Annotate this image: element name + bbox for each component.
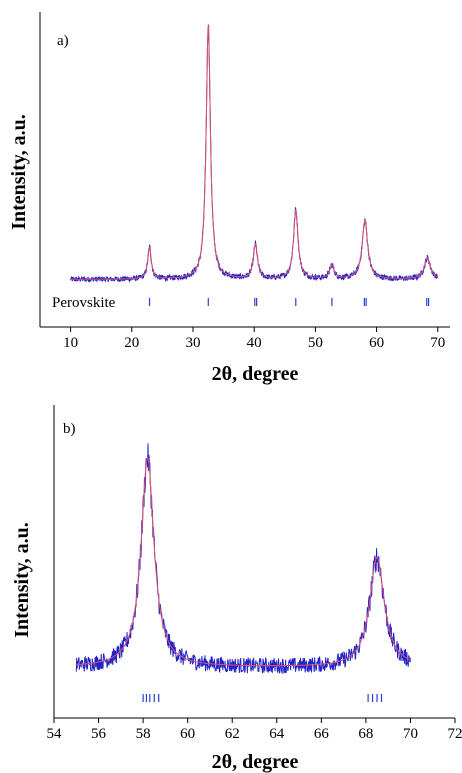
panel-b-xlabel: 2θ, degree (212, 751, 299, 773)
x-tick-label: 70 (403, 726, 418, 742)
x-tick-label: 50 (308, 335, 323, 351)
panel-a-label: a) (57, 33, 69, 49)
panel-a: a) Intensity, a.u. 2θ, degree Perovskite… (8, 12, 450, 385)
x-tick-label: 54 (47, 726, 63, 742)
panel-a-ylabel: Intensity, a.u. (8, 114, 30, 230)
panel-b-label: b) (63, 421, 76, 437)
x-tick-label: 64 (269, 726, 285, 742)
x-tick-label: 40 (247, 335, 262, 351)
x-tick-label: 60 (369, 335, 384, 351)
observed-pattern-line (70, 24, 439, 283)
x-tick-label: 70 (430, 335, 445, 351)
calculated-pattern-line (70, 24, 438, 280)
phase-label: Perovskite (52, 295, 116, 311)
x-tick-label: 60 (180, 726, 195, 742)
calculated-pattern-line (76, 457, 411, 667)
x-tick-label: 10 (63, 335, 78, 351)
observed-pattern-line (75, 443, 411, 674)
x-tick-label: 56 (91, 726, 107, 742)
panel-a-xlabel: 2θ, degree (212, 363, 299, 385)
x-tick-label: 72 (448, 726, 462, 742)
x-tick-label: 62 (225, 726, 240, 742)
panel-b: b) Intensity, a.u. 2θ, degree 54 56 58 60 62… (11, 405, 462, 773)
panel-b-ylabel: Intensity, a.u. (11, 522, 33, 638)
x-tick-label: 66 (314, 726, 330, 742)
x-tick-label: 58 (136, 726, 151, 742)
x-tick-label: 30 (185, 335, 200, 351)
x-tick-label: 20 (124, 335, 139, 351)
x-tick-label: 68 (358, 726, 373, 742)
